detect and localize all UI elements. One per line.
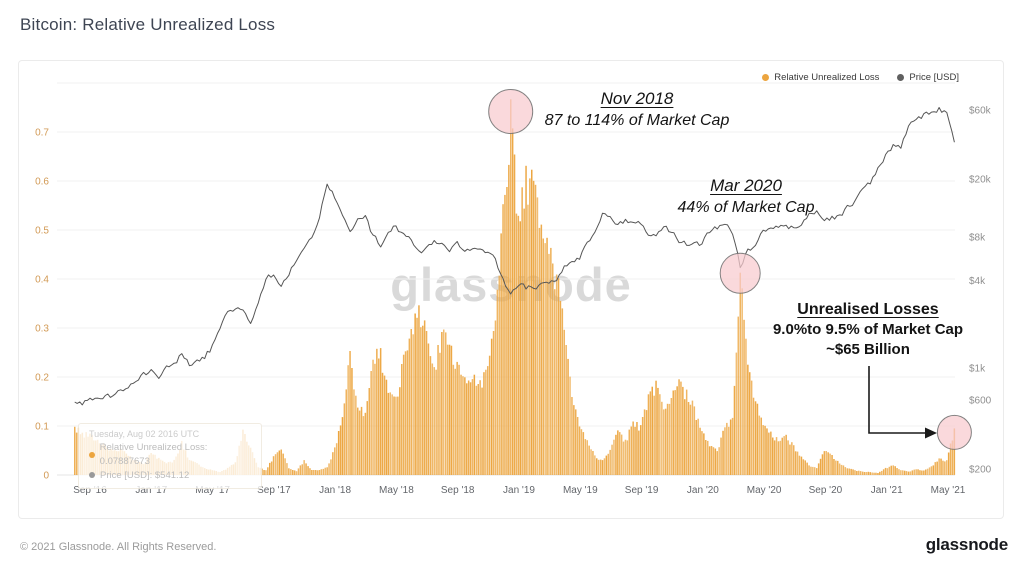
svg-text:Jan '19: Jan '19: [503, 485, 535, 496]
annotation-arrowhead-icon: [925, 427, 937, 439]
svg-text:Jan '18: Jan '18: [319, 485, 351, 496]
chart-legend: Relative Unrealized Loss Price [USD]: [762, 72, 959, 83]
chart-plot[interactable]: 00.10.20.30.40.50.60.7$60k$20k$8k$4k$1k$…: [19, 61, 1003, 518]
annotation-arrow: [868, 366, 925, 434]
copyright-text: © 2021 Glassnode. All Rights Reserved.: [20, 541, 217, 553]
svg-text:$200: $200: [969, 465, 992, 476]
highlight-circle: [936, 414, 972, 450]
tooltip-price-dot-icon: [89, 472, 95, 479]
gridlines: [57, 82, 955, 476]
svg-text:0.7: 0.7: [35, 128, 49, 139]
svg-text:Jan '17: Jan '17: [135, 485, 167, 496]
annotation-nov-2018: Nov 2018 87 to 114% of Market Cap: [497, 88, 777, 132]
loss-bars: [74, 99, 956, 476]
chart-card: glassnode 00.10.20.30.40.50.60.7$60k$20k…: [18, 60, 1004, 519]
svg-text:Sep '16: Sep '16: [73, 485, 107, 496]
annotation-mar-2020-text: 44% of Market Cap: [677, 199, 815, 217]
svg-text:0.2: 0.2: [35, 373, 49, 384]
svg-text:Sep '18: Sep '18: [441, 485, 475, 496]
svg-text:0.5: 0.5: [35, 226, 49, 237]
legend-dot-loss-icon: [762, 74, 770, 81]
svg-text:May '20: May '20: [747, 485, 782, 496]
chart-tooltip: Tuesday, Aug 02 2016 UTC Relative Unreal…: [78, 423, 262, 490]
svg-text:$8k: $8k: [969, 232, 986, 243]
svg-text:May '21: May '21: [931, 485, 966, 496]
svg-text:May '18: May '18: [379, 485, 414, 496]
svg-text:Sep '17: Sep '17: [257, 485, 291, 496]
highlight-circle: [719, 252, 761, 294]
svg-text:0.1: 0.1: [35, 422, 49, 433]
svg-text:$4k: $4k: [969, 276, 986, 287]
tooltip-row-price: Price [USD]: $541.12: [89, 469, 251, 483]
svg-text:0.4: 0.4: [35, 275, 49, 286]
svg-text:Sep '20: Sep '20: [809, 485, 843, 496]
svg-text:$20k: $20k: [969, 175, 992, 186]
svg-text:Sep '19: Sep '19: [625, 485, 659, 496]
legend-label-price: Price [USD]: [909, 72, 959, 83]
tooltip-date: Tuesday, Aug 02 2016 UTC: [89, 429, 200, 439]
glassnode-logo[interactable]: glassnode: [925, 535, 1008, 554]
svg-text:Jan '21: Jan '21: [871, 485, 903, 496]
svg-text:$60k: $60k: [969, 106, 992, 117]
left-axis-labels: 0 0.1 0.2 0.3 0.4 0.5 0.6 0.7: [35, 128, 49, 482]
legend-item-relative-unrealized-loss[interactable]: Relative Unrealized Loss: [762, 72, 879, 83]
svg-text:$600: $600: [969, 396, 992, 407]
svg-text:0: 0: [43, 471, 49, 482]
legend-item-price-usd[interactable]: Price [USD]: [897, 72, 959, 83]
svg-text:May '19: May '19: [563, 485, 598, 496]
svg-text:Jan '20: Jan '20: [687, 485, 719, 496]
tooltip-price-value: Price [USD]: $541.12: [100, 469, 190, 481]
annotation-mar-2020: Mar 2020 44% of Market Cap: [626, 175, 866, 219]
price-line: [74, 107, 955, 406]
annotation-nov-2018-text: 87 to 114% of Market Cap: [544, 112, 730, 130]
svg-text:0.3: 0.3: [35, 324, 49, 335]
highlight-circle: [488, 89, 534, 134]
tooltip-loss-dot-icon: [89, 451, 95, 458]
legend-dot-price-icon: [897, 74, 905, 81]
annotation-unrealised-losses-text1: 9.0%to 9.5% of Market Cap: [772, 321, 964, 339]
legend-label-loss: Relative Unrealized Loss: [774, 72, 880, 83]
right-axis-labels: $60k $20k $8k $4k $1k $600 $200: [969, 106, 992, 476]
annotation-unrealised-losses-text2: ~$65 Billion: [826, 340, 910, 358]
annotation-unrealised-losses: Unrealised Losses 9.0%to 9.5% of Market …: [727, 299, 1009, 360]
tooltip-loss-value: Relative Unrealized Loss: 0.07887673: [99, 442, 208, 467]
svg-text:$1k: $1k: [969, 363, 986, 374]
annotation-mar-2020-title: Mar 2020: [710, 176, 782, 195]
svg-text:0.6: 0.6: [35, 177, 49, 188]
annotation-nov-2018-title: Nov 2018: [600, 89, 674, 108]
x-axis-labels: Sep '16 Jan '17 May '17 Sep '17 Jan '18 May '…: [73, 485, 966, 496]
page-title: Bitcoin: Relative Unrealized Loss: [20, 15, 276, 34]
tooltip-row-loss: Relative Unrealized Loss: 0.07887673: [89, 441, 251, 469]
annotation-unrealised-losses-title: Unrealised Losses: [797, 301, 939, 318]
svg-text:May '17: May '17: [195, 485, 230, 496]
